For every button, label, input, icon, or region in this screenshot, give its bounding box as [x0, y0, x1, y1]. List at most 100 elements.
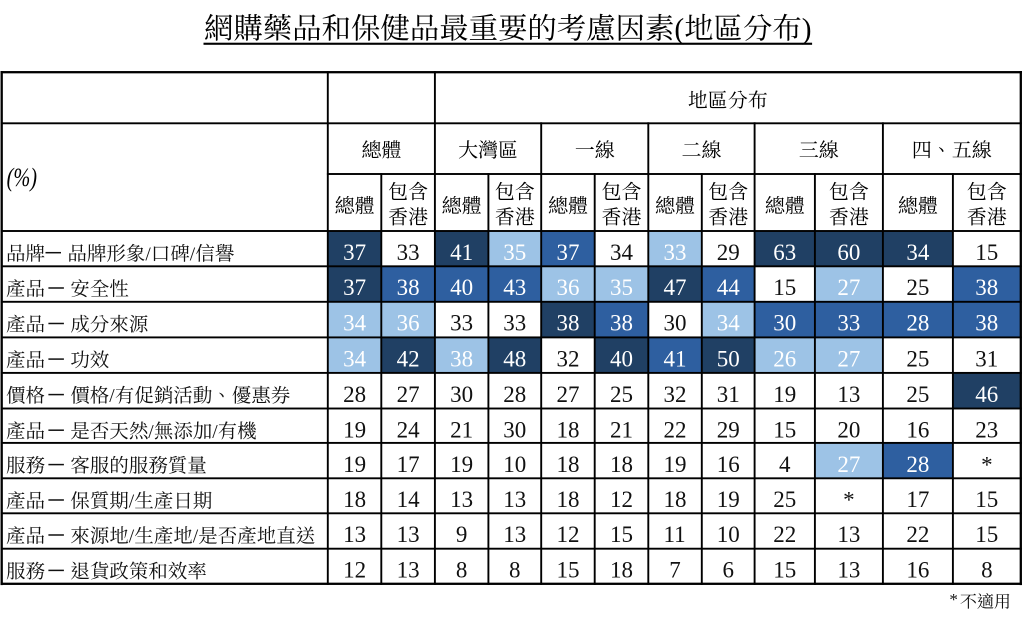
svg-text:13: 13	[837, 382, 860, 407]
svg-text:13: 13	[503, 522, 526, 547]
svg-text:8: 8	[981, 558, 993, 583]
svg-text:19: 19	[450, 452, 473, 477]
svg-text:47: 47	[664, 275, 687, 300]
svg-text:(: (	[674, 14, 684, 46]
svg-text:30: 30	[664, 311, 687, 336]
svg-text:35: 35	[503, 240, 526, 265]
svg-text:/: /	[129, 527, 135, 548]
svg-text:13: 13	[397, 558, 420, 583]
svg-text:13: 13	[837, 558, 860, 583]
svg-text:25: 25	[906, 275, 929, 300]
svg-text:27: 27	[837, 275, 860, 300]
svg-text:33: 33	[664, 240, 687, 265]
svg-text:40: 40	[610, 346, 633, 371]
svg-text:33: 33	[503, 311, 526, 336]
svg-text:15: 15	[975, 240, 998, 265]
svg-text:28: 28	[343, 382, 366, 407]
svg-text:27: 27	[557, 382, 580, 407]
svg-text:25: 25	[906, 346, 929, 371]
svg-text:10: 10	[503, 452, 526, 477]
svg-text:/: /	[145, 244, 151, 265]
svg-text:33: 33	[450, 311, 473, 336]
svg-text:28: 28	[503, 382, 526, 407]
svg-text:4: 4	[779, 452, 791, 477]
svg-text:19: 19	[343, 417, 366, 442]
svg-text:27: 27	[837, 346, 860, 371]
svg-text:34: 34	[343, 311, 367, 336]
svg-text:38: 38	[557, 311, 580, 336]
svg-text:37: 37	[343, 240, 366, 265]
svg-text:12: 12	[343, 558, 366, 583]
svg-text:/: /	[190, 244, 196, 265]
svg-text:11: 11	[664, 522, 686, 547]
svg-text:8: 8	[509, 558, 521, 583]
svg-text:): )	[802, 14, 812, 46]
svg-text:/: /	[148, 422, 154, 443]
svg-text:15: 15	[610, 522, 633, 547]
svg-text:21: 21	[450, 417, 473, 442]
svg-text:19: 19	[717, 487, 740, 512]
svg-text:13: 13	[837, 522, 860, 547]
svg-text:29: 29	[717, 240, 740, 265]
svg-text:/: /	[193, 527, 199, 548]
svg-text:33: 33	[837, 311, 860, 336]
svg-text:18: 18	[610, 452, 633, 477]
svg-text:17: 17	[397, 452, 420, 477]
svg-text:28: 28	[906, 452, 929, 477]
svg-text:13: 13	[503, 487, 526, 512]
svg-text:33: 33	[397, 240, 420, 265]
svg-text:18: 18	[664, 487, 687, 512]
svg-text:22: 22	[773, 522, 796, 547]
svg-text:40: 40	[450, 275, 473, 300]
svg-text:15: 15	[975, 487, 998, 512]
svg-text:34: 34	[906, 240, 930, 265]
svg-text:42: 42	[397, 346, 420, 371]
svg-text:20: 20	[837, 417, 860, 442]
svg-text:*: *	[981, 452, 993, 477]
svg-text:34: 34	[343, 346, 367, 371]
svg-text:35: 35	[610, 275, 633, 300]
svg-text:15: 15	[773, 417, 796, 442]
svg-text:23: 23	[975, 417, 998, 442]
svg-text:36: 36	[557, 275, 580, 300]
svg-text:22: 22	[664, 417, 687, 442]
svg-text:31: 31	[717, 382, 740, 407]
svg-text:12: 12	[610, 487, 633, 512]
svg-text:44: 44	[717, 275, 741, 300]
svg-text:14: 14	[397, 487, 421, 512]
svg-text:7: 7	[669, 558, 681, 583]
svg-text:41: 41	[664, 346, 687, 371]
svg-text:18: 18	[343, 487, 366, 512]
svg-text:48: 48	[503, 346, 526, 371]
svg-text:18: 18	[557, 452, 580, 477]
svg-text:10: 10	[717, 522, 740, 547]
svg-text:19: 19	[664, 452, 687, 477]
svg-text:34: 34	[610, 240, 634, 265]
svg-text:18: 18	[610, 558, 633, 583]
svg-text:15: 15	[557, 558, 580, 583]
svg-text:63: 63	[773, 240, 796, 265]
svg-text:29: 29	[717, 417, 740, 442]
svg-text:13: 13	[450, 487, 473, 512]
svg-text:36: 36	[397, 311, 420, 336]
svg-text:30: 30	[773, 311, 796, 336]
svg-text:15: 15	[975, 522, 998, 547]
svg-text:30: 30	[450, 382, 473, 407]
svg-text:16: 16	[717, 452, 740, 477]
svg-text:38: 38	[397, 275, 420, 300]
svg-text:38: 38	[450, 346, 473, 371]
svg-text:8: 8	[456, 558, 468, 583]
svg-text:16: 16	[906, 417, 929, 442]
svg-text:17: 17	[906, 487, 929, 512]
svg-text:60: 60	[837, 240, 860, 265]
svg-text:15: 15	[773, 275, 796, 300]
svg-text:/: /	[109, 386, 115, 407]
svg-text:32: 32	[557, 346, 580, 371]
svg-text:16: 16	[906, 558, 929, 583]
svg-text:15: 15	[773, 558, 796, 583]
svg-text:34: 34	[717, 311, 741, 336]
svg-text:12: 12	[557, 522, 580, 547]
svg-text:27: 27	[837, 452, 860, 477]
svg-text:43: 43	[503, 275, 526, 300]
svg-text:25: 25	[773, 487, 796, 512]
